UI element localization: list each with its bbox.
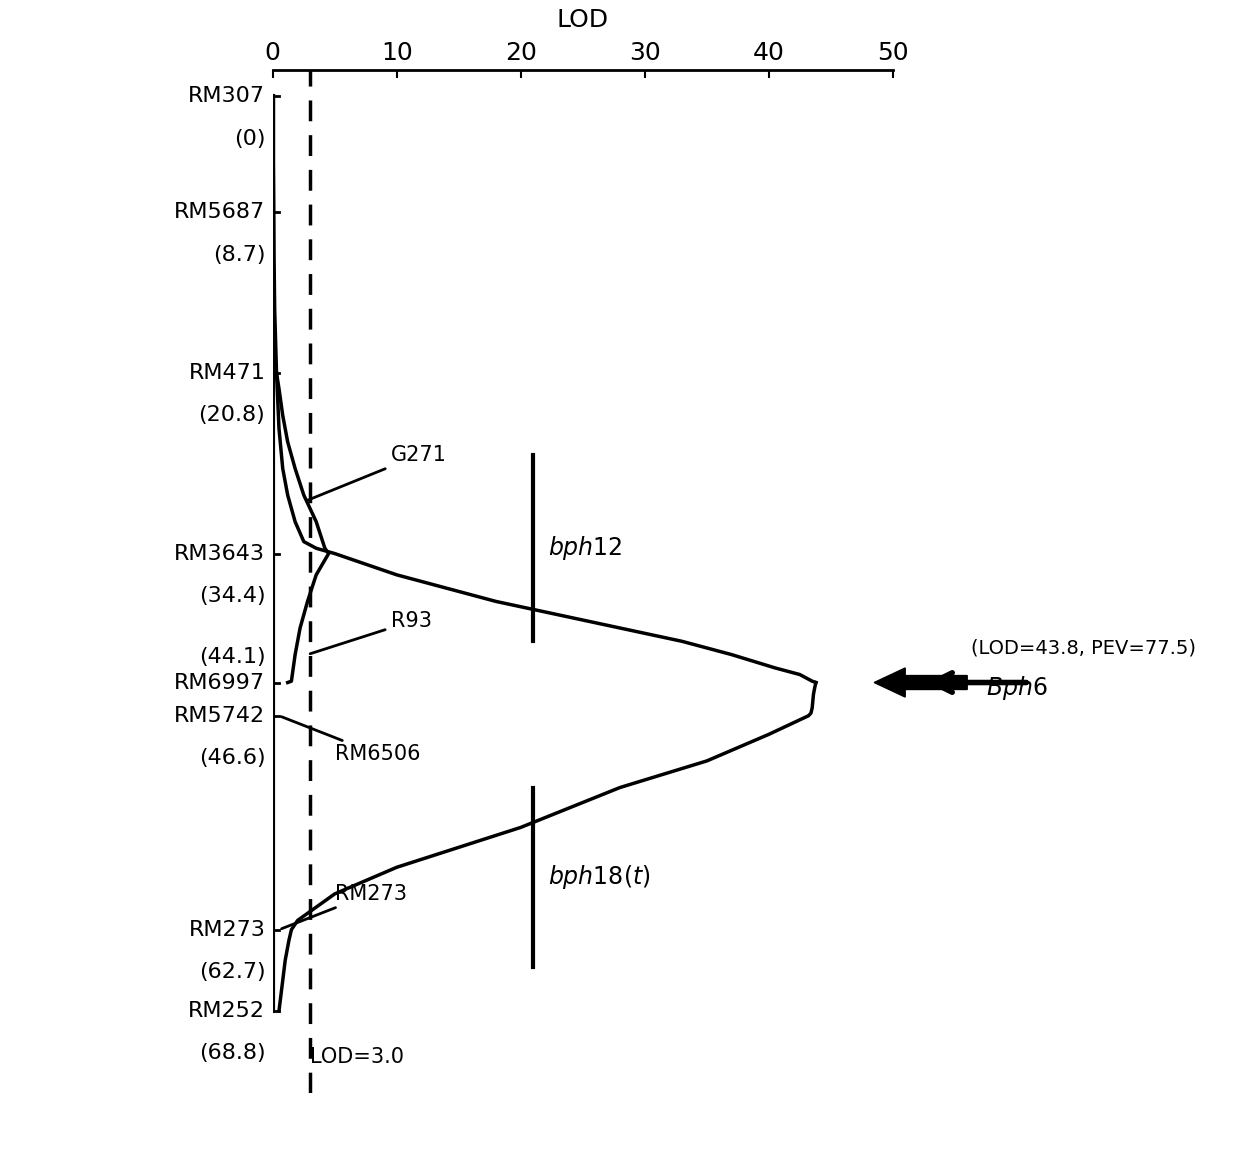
Text: RM5742: RM5742 (175, 706, 265, 726)
Text: $Bph6$: $Bph6$ (986, 675, 1048, 702)
Text: RM273: RM273 (281, 884, 407, 929)
Text: R93: R93 (310, 612, 432, 654)
Text: RM252: RM252 (188, 1001, 265, 1021)
Text: RM5687: RM5687 (175, 202, 265, 222)
Text: (8.7): (8.7) (213, 244, 265, 264)
Text: (34.4): (34.4) (198, 586, 265, 606)
Text: (44.1): (44.1) (198, 648, 265, 668)
Text: (LOD=43.8, PEV=77.5): (LOD=43.8, PEV=77.5) (971, 638, 1195, 657)
Text: G271: G271 (306, 445, 446, 501)
Text: (0): (0) (234, 129, 265, 149)
Text: LOD=3.0: LOD=3.0 (310, 1047, 404, 1066)
X-axis label: LOD: LOD (557, 8, 609, 33)
Text: RM273: RM273 (188, 920, 265, 940)
Text: RM3643: RM3643 (175, 543, 265, 564)
Text: RM6506: RM6506 (281, 716, 420, 764)
Text: RM307: RM307 (188, 86, 265, 106)
Text: RM6997: RM6997 (175, 672, 265, 692)
Text: (62.7): (62.7) (198, 962, 265, 983)
Text: $bph18(t)$: $bph18(t)$ (548, 863, 651, 891)
Text: $bph12$: $bph12$ (548, 534, 622, 562)
Text: (20.8): (20.8) (198, 406, 265, 426)
Text: (46.6): (46.6) (198, 748, 265, 769)
Text: RM471: RM471 (188, 363, 265, 383)
Text: (68.8): (68.8) (198, 1043, 265, 1063)
